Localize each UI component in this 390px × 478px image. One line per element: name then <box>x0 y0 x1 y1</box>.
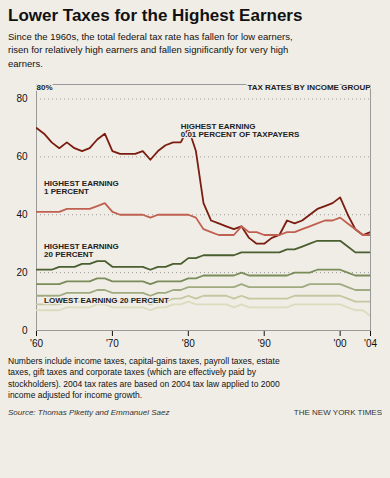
svg-text:'80: '80 <box>182 337 195 348</box>
html-text:Numbers include income taxes,: Numbers include income taxes, capital-ga… <box>8 355 280 401</box>
html-text:Since the 1960s, the total fed: Since the 1960s, the total federal tax r… <box>8 31 293 69</box>
svg-text:LOWEST EARNING 20 PERCENT: LOWEST EARNING 20 PERCENT <box>44 296 169 305</box>
svg-text:60: 60 <box>16 151 28 162</box>
svg-text:80%: 80% <box>37 83 53 92</box>
svg-text:HIGHEST EARNING1 PERCENT: HIGHEST EARNING1 PERCENT <box>44 179 119 196</box>
svg-text:'90: '90 <box>258 337 271 348</box>
svg-text:TAX RATES BY INCOME GROUP: TAX RATES BY INCOME GROUP <box>247 83 371 92</box>
svg-text:'00: '00 <box>334 337 347 348</box>
svg-text:80: 80 <box>16 93 28 104</box>
svg-text:'04: '04 <box>364 337 377 348</box>
svg-text:20: 20 <box>16 267 28 278</box>
svg-text:40: 40 <box>16 209 28 220</box>
svg-text:HIGHEST EARNING20 PERCENT: HIGHEST EARNING20 PERCENT <box>44 242 119 259</box>
html-text:Source: Thomas Piketty and Emm: Source: Thomas Piketty and Emmanuel Saez <box>8 407 170 417</box>
html-text:Lower Taxes for the Highest Ea: Lower Taxes for the Highest Earners <box>8 6 303 25</box>
html-text:THE NEW YORK TIMES: THE NEW YORK TIMES <box>293 407 382 417</box>
svg-text:'70: '70 <box>106 337 119 348</box>
svg-text:0: 0 <box>22 325 28 336</box>
svg-text:HIGHEST EARNING0.01 PERCENT OF: HIGHEST EARNING0.01 PERCENT OF TAXPAYERS <box>181 121 300 138</box>
svg-text:'60: '60 <box>30 337 43 348</box>
